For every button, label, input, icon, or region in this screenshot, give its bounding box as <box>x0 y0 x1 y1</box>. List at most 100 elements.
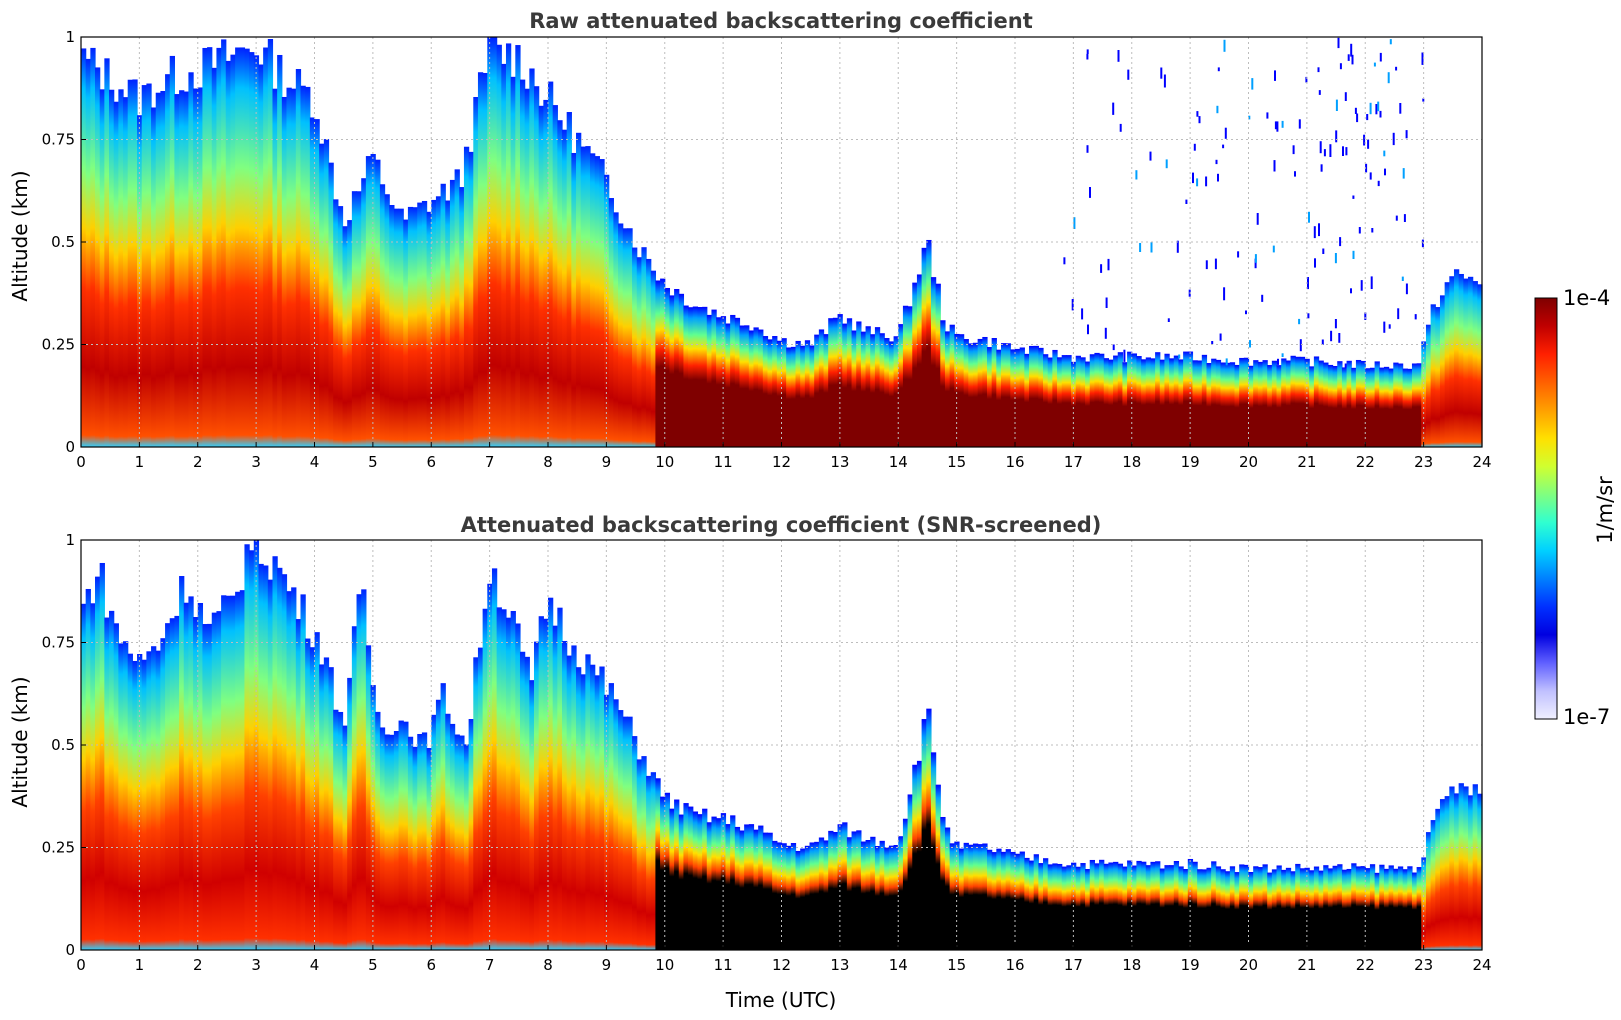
heatmap-column <box>435 699 442 950</box>
heatmap-column <box>902 305 909 447</box>
x-tick-label: 1 <box>135 956 145 974</box>
heatmap-columns <box>81 540 1483 950</box>
heatmap-column <box>328 162 334 447</box>
heatmap-column <box>702 808 708 950</box>
heatmap-column <box>1052 349 1058 447</box>
heatmap-column <box>1010 349 1016 447</box>
heatmap-column <box>846 318 853 447</box>
heatmap-column <box>113 623 119 950</box>
heatmap-column <box>309 117 316 448</box>
heatmap-column <box>127 653 133 950</box>
noise-speckle <box>1223 39 1226 52</box>
panel-raw: Raw attenuated backscattering coefficien… <box>8 9 1492 471</box>
heatmap-column <box>109 610 115 950</box>
heatmap-column <box>417 733 423 950</box>
noise-speckle <box>1401 276 1404 281</box>
noise-speckle <box>1294 171 1296 177</box>
heatmap-column <box>1383 366 1390 447</box>
heatmap-column <box>300 594 306 950</box>
heatmap-column <box>655 778 661 950</box>
noise-speckle <box>1422 98 1425 102</box>
heatmap-column <box>1425 324 1432 447</box>
heatmap-column <box>417 202 423 447</box>
heatmap-column <box>1379 864 1385 950</box>
x-tick-label: 8 <box>543 453 553 471</box>
heatmap-column <box>1197 360 1203 447</box>
heatmap-column <box>907 794 913 950</box>
heatmap-column <box>141 85 147 447</box>
heatmap-column <box>1220 869 1226 950</box>
heatmap-column <box>1103 863 1109 950</box>
heatmap-column <box>898 324 904 447</box>
noise-speckle <box>1127 69 1130 80</box>
heatmap-column <box>267 39 274 447</box>
heatmap-column <box>1155 352 1161 447</box>
heatmap-column <box>151 646 157 950</box>
heatmap-column <box>1192 360 1198 447</box>
noise-speckle <box>1135 170 1138 180</box>
heatmap-column <box>1094 863 1100 950</box>
heatmap-column <box>1449 276 1455 447</box>
x-tick-label: 20 <box>1239 956 1258 974</box>
heatmap-column <box>1360 866 1366 950</box>
heatmap-column <box>1285 867 1292 950</box>
x-tick-label: 21 <box>1297 956 1316 974</box>
heatmap-column <box>935 784 941 950</box>
heatmap-column <box>814 334 820 447</box>
heatmap-column <box>398 720 404 950</box>
heatmap-column <box>1043 354 1049 447</box>
heatmap-column <box>1201 869 1208 950</box>
heatmap-column <box>1355 359 1362 447</box>
heatmap-column <box>552 625 558 950</box>
heatmap-column <box>1215 866 1222 950</box>
noise-speckle <box>1392 132 1395 146</box>
noise-speckle <box>1371 228 1374 233</box>
heatmap-column <box>986 849 993 950</box>
heatmap-column <box>1337 361 1343 447</box>
heatmap-column <box>1075 866 1081 950</box>
heatmap-column <box>393 731 400 950</box>
heatmap-column <box>239 47 246 447</box>
heatmap-column <box>1057 357 1063 447</box>
noise-speckle <box>1150 242 1153 253</box>
heatmap-column <box>1439 799 1446 950</box>
heatmap-column <box>239 590 246 950</box>
heatmap-column <box>272 556 278 950</box>
noise-speckle <box>1334 253 1337 264</box>
heatmap-column <box>1229 866 1236 950</box>
heatmap-column <box>496 44 502 448</box>
noise-speckle <box>1350 43 1353 57</box>
noise-speckle <box>1254 258 1257 269</box>
noise-speckle <box>1338 333 1341 343</box>
heatmap-column <box>716 317 722 447</box>
x-tick-label: 0 <box>76 453 86 471</box>
noise-speckle <box>1216 105 1219 114</box>
heatmap-column <box>926 239 932 447</box>
noise-speckle <box>1317 67 1320 73</box>
heatmap-column <box>99 89 105 447</box>
heatmap-column <box>688 307 694 447</box>
heatmap-column <box>1449 786 1455 950</box>
noise-speckle <box>1299 339 1302 352</box>
heatmap-column <box>786 347 792 447</box>
x-tick-label: 4 <box>310 956 320 974</box>
noise-speckle <box>1373 62 1376 67</box>
heatmap-column <box>179 90 185 447</box>
heatmap-column <box>678 814 685 950</box>
noise-speckle <box>1071 299 1074 311</box>
x-tick-label: 12 <box>772 453 791 471</box>
x-tick-label: 9 <box>602 956 612 974</box>
heatmap-column <box>594 156 600 447</box>
heatmap-column <box>454 169 460 447</box>
y-tick-label: 0 <box>65 941 75 959</box>
heatmap-column <box>944 331 951 447</box>
noise-speckle <box>1318 223 1320 237</box>
heatmap-column <box>1052 863 1058 950</box>
axes: 0 1 2 3 4 5 6 7 8 9 10 11 12 13 14 15 16 17 18 19 20 21 22 23 24… <box>42 531 1492 974</box>
heatmap-column <box>207 47 213 448</box>
y-axis-label: Altitude (km) <box>8 170 32 301</box>
heatmap-column <box>912 764 918 950</box>
noise-speckle <box>1366 114 1369 121</box>
heatmap-column <box>1150 861 1156 950</box>
heatmap-column <box>109 89 115 447</box>
